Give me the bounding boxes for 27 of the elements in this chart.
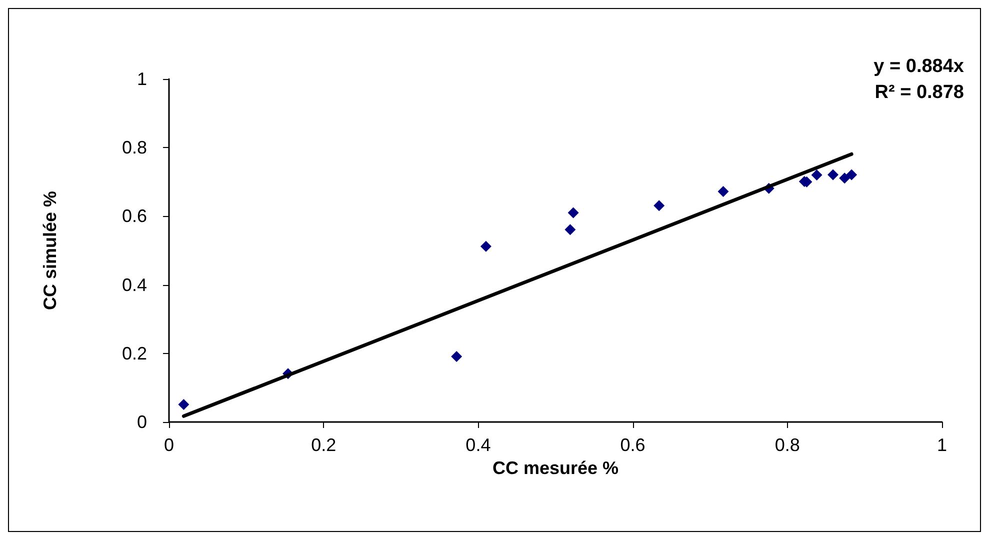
point — [480, 240, 492, 252]
point — [451, 350, 462, 362]
x-axis-title: CC mesurée % — [492, 458, 619, 478]
y-tick-label: 0.2 — [122, 343, 147, 364]
text: y = 0.884x — [874, 56, 964, 77]
y-tick-label: 0.8 — [122, 138, 147, 158]
y-tick-label: 0.4 — [122, 274, 147, 295]
point — [178, 399, 190, 410]
point — [564, 224, 576, 236]
y-axis-title: CC simulée % — [40, 190, 60, 310]
point — [718, 186, 729, 198]
point — [839, 172, 850, 184]
annotation: R² = 0.878 — [874, 82, 964, 103]
x-tick-label: 1 — [936, 435, 948, 455]
x-tick-label: 0.8 — [774, 435, 800, 455]
x-tick-label: 0.6 — [620, 435, 646, 455]
point — [654, 200, 665, 212]
x-tick-label: 0 — [164, 435, 174, 455]
point — [828, 169, 839, 180]
x-tick-label: 0.4 — [466, 435, 491, 455]
point — [568, 207, 579, 218]
point — [811, 170, 822, 181]
x-tick-label: 0.2 — [311, 435, 336, 455]
point — [846, 169, 858, 180]
y-tick-label: 1 — [136, 69, 147, 89]
y-tick-label: 0 — [136, 412, 147, 432]
y-tick-label: 0.6 — [122, 206, 147, 226]
